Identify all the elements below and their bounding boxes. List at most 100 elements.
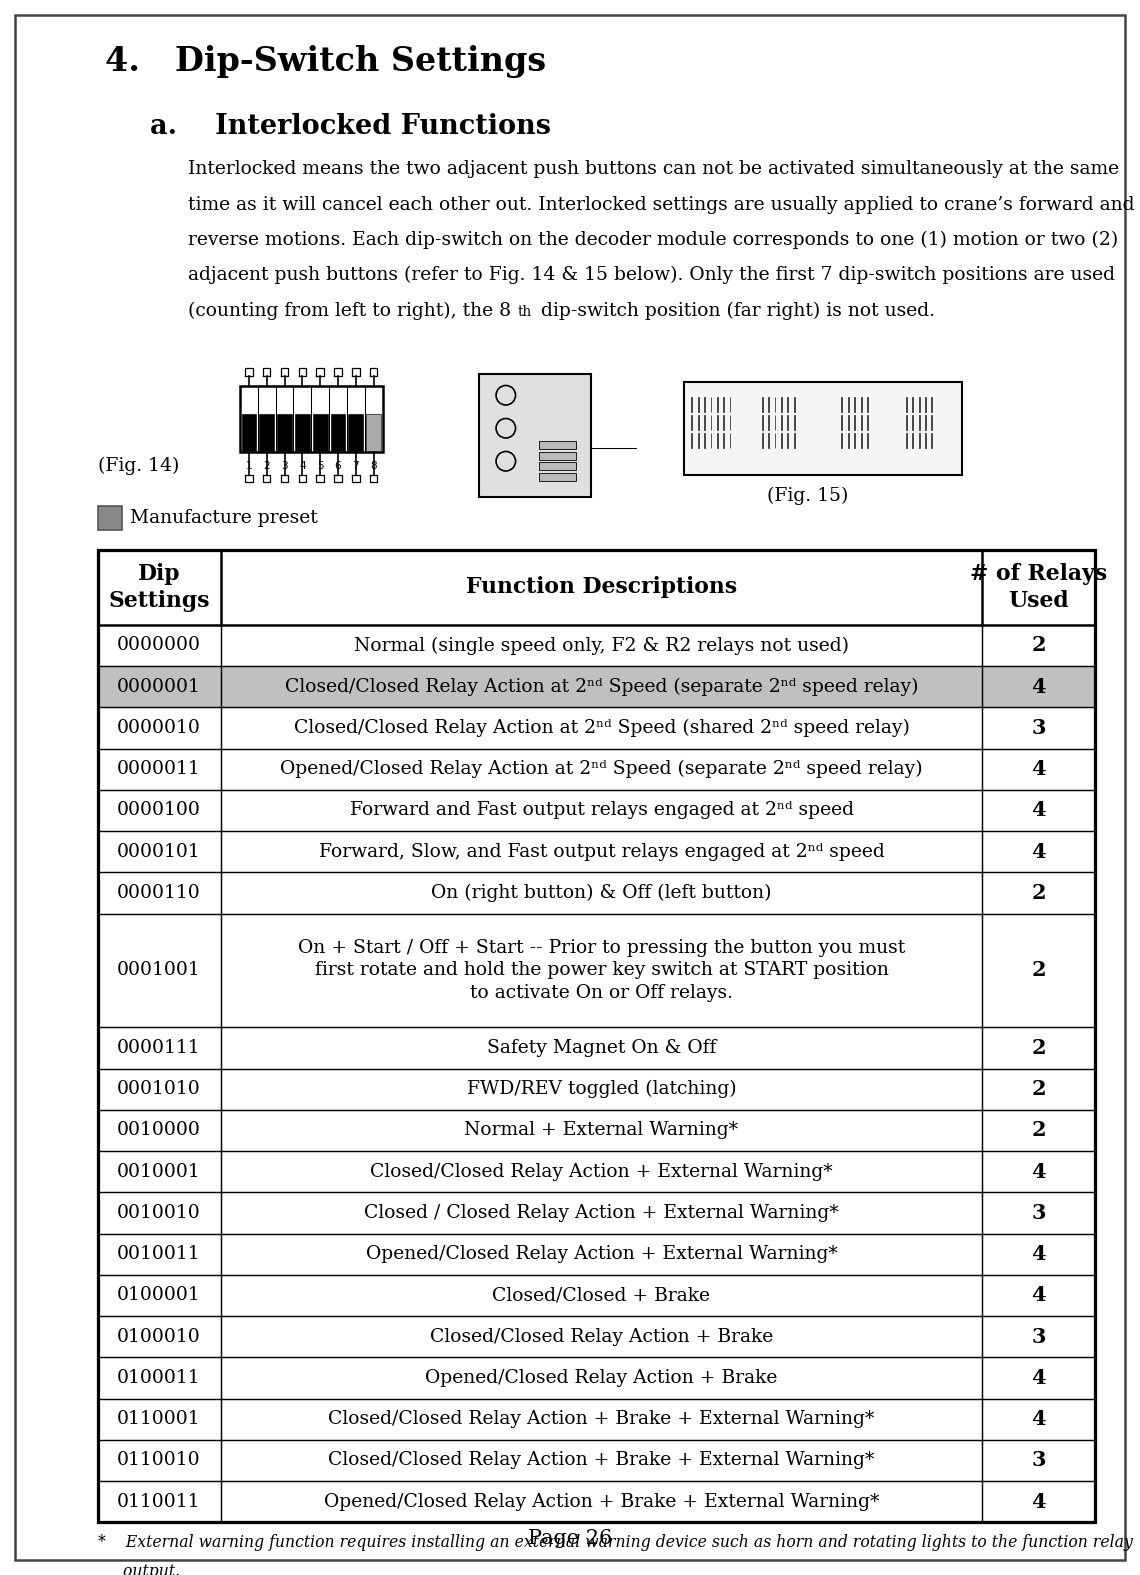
Text: 5: 5 [317, 461, 324, 471]
Bar [539, 452, 577, 460]
Bar [366, 414, 381, 450]
Bar [539, 441, 577, 449]
Text: 0001001: 0001001 [117, 961, 201, 980]
Text: 2: 2 [1032, 1120, 1047, 1140]
Text: 4: 4 [1032, 1244, 1047, 1265]
Text: 1: 1 [245, 461, 252, 471]
Text: 2: 2 [1032, 884, 1047, 902]
Bar [98, 550, 1096, 625]
Text: 4.   Dip-Switch Settings: 4. Dip-Switch Settings [105, 46, 546, 79]
Text: output.: output. [98, 1562, 180, 1575]
Text: Forward and Fast output relays engaged at 2ⁿᵈ speed: Forward and Fast output relays engaged a… [350, 802, 854, 819]
Text: 0100010: 0100010 [117, 1328, 201, 1345]
Text: Dip
Settings: Dip Settings [108, 562, 210, 611]
Text: Closed / Closed Relay Action + External Warning*: Closed / Closed Relay Action + External … [364, 1203, 839, 1222]
Text: 6: 6 [335, 461, 341, 471]
Text: Closed/Closed + Brake: Closed/Closed + Brake [492, 1287, 710, 1304]
Text: 2: 2 [1032, 635, 1047, 655]
Text: 2: 2 [263, 461, 270, 471]
Text: (Fig. 14): (Fig. 14) [98, 457, 179, 476]
Bar [539, 461, 577, 471]
Text: (Fig. 15): (Fig. 15) [767, 487, 848, 506]
Text: Manufacture preset: Manufacture preset [130, 509, 318, 528]
Text: 4: 4 [1032, 1285, 1047, 1306]
Text: *    External warning function requires installing an external warning device su: * External warning function requires ins… [98, 1534, 1132, 1551]
Bar [241, 386, 383, 452]
Bar [98, 1027, 1096, 1068]
Text: Page 26: Page 26 [528, 1529, 612, 1548]
Text: Closed/Closed Relay Action + Brake + External Warning*: Closed/Closed Relay Action + Brake + Ext… [328, 1452, 874, 1469]
Text: 0010011: 0010011 [117, 1246, 201, 1263]
Text: Forward, Slow, and Fast output relays engaged at 2ⁿᵈ speed: Forward, Slow, and Fast output relays en… [318, 843, 885, 860]
Text: On (right button) & Off (left button): On (right button) & Off (left button) [431, 884, 772, 902]
Bar [479, 375, 592, 498]
Bar [242, 414, 256, 450]
Bar [98, 1399, 1096, 1440]
Text: 8: 8 [370, 461, 377, 471]
Text: 4: 4 [1032, 1369, 1047, 1388]
Text: Opened/Closed Relay Action + Brake: Opened/Closed Relay Action + Brake [425, 1369, 777, 1388]
Text: 2: 2 [1032, 1038, 1047, 1058]
Text: Closed/Closed Relay Action at 2ⁿᵈ Speed (shared 2ⁿᵈ speed relay): Closed/Closed Relay Action at 2ⁿᵈ Speed … [294, 718, 910, 737]
Bar [259, 414, 274, 450]
Text: 3: 3 [1032, 1203, 1047, 1222]
Text: a.    Interlocked Functions: a. Interlocked Functions [150, 112, 551, 140]
Text: 4: 4 [1032, 759, 1047, 780]
Text: 3: 3 [1032, 1326, 1047, 1347]
Bar [98, 1480, 1096, 1523]
Text: Function Descriptions: Function Descriptions [466, 576, 738, 598]
Bar [98, 625, 1096, 666]
Text: Opened/Closed Relay Action at 2ⁿᵈ Speed (separate 2ⁿᵈ speed relay): Opened/Closed Relay Action at 2ⁿᵈ Speed … [280, 761, 922, 778]
Text: 2: 2 [1032, 961, 1047, 980]
Text: 4: 4 [1032, 841, 1047, 862]
Text: 0000111: 0000111 [117, 1040, 201, 1057]
Text: Opened/Closed Relay Action + External Warning*: Opened/Closed Relay Action + External Wa… [366, 1246, 838, 1263]
Text: 4: 4 [1032, 1492, 1047, 1512]
Text: (counting from left to right), the 8: (counting from left to right), the 8 [187, 301, 511, 320]
Text: On + Start / Off + Start -- Prior to pressing the button you must
first rotate a: On + Start / Off + Start -- Prior to pre… [298, 939, 905, 1002]
Bar [295, 414, 310, 450]
Text: Safety Magnet On & Off: Safety Magnet On & Off [487, 1040, 716, 1057]
Bar [312, 414, 327, 450]
Bar [98, 1192, 1096, 1233]
Bar [277, 414, 292, 450]
Bar [98, 748, 1096, 789]
Bar [539, 472, 577, 480]
Text: th: th [518, 306, 531, 320]
Bar [98, 1068, 1096, 1110]
Bar [98, 873, 1096, 913]
Text: 3: 3 [1032, 718, 1047, 737]
Text: 0000101: 0000101 [117, 843, 201, 860]
Bar [98, 832, 1096, 873]
Text: adjacent push buttons (refer to Fig. 14 & 15 below). Only the first 7 dip-switch: adjacent push buttons (refer to Fig. 14 … [187, 266, 1115, 285]
Bar [684, 381, 961, 474]
Text: 0110001: 0110001 [117, 1410, 201, 1429]
Text: 4: 4 [1032, 800, 1047, 821]
Bar [349, 414, 364, 450]
Text: FWD/REV toggled (latching): FWD/REV toggled (latching) [466, 1080, 736, 1098]
Text: 2: 2 [1032, 1079, 1047, 1099]
Text: time as it will cancel each other out. Interlocked settings are usually applied : time as it will cancel each other out. I… [187, 195, 1134, 214]
Text: 4: 4 [1032, 1162, 1047, 1181]
Bar [98, 1317, 1096, 1358]
Text: Normal (single speed only, F2 & R2 relays not used): Normal (single speed only, F2 & R2 relay… [355, 636, 849, 655]
Bar [98, 1358, 1096, 1399]
Text: 4: 4 [1032, 677, 1047, 696]
Text: 0010000: 0010000 [117, 1121, 201, 1139]
Text: 0010001: 0010001 [117, 1162, 201, 1181]
Bar [98, 1440, 1096, 1480]
Text: 0000000: 0000000 [117, 636, 201, 654]
Bar [98, 1110, 1096, 1151]
Text: 4: 4 [1032, 1410, 1047, 1429]
Text: 3: 3 [1032, 1451, 1047, 1471]
Text: 4: 4 [299, 461, 306, 471]
Text: reverse motions. Each dip-switch on the decoder module corresponds to one (1) mo: reverse motions. Each dip-switch on the … [187, 232, 1117, 249]
Text: dip-switch position (far right) is not used.: dip-switch position (far right) is not u… [536, 301, 936, 320]
Bar [331, 414, 345, 450]
Text: Normal + External Warning*: Normal + External Warning* [464, 1121, 739, 1139]
Bar [98, 707, 1096, 748]
Text: Closed/Closed Relay Action + External Warning*: Closed/Closed Relay Action + External Wa… [370, 1162, 833, 1181]
Bar [98, 1151, 1096, 1192]
Text: 0000001: 0000001 [117, 677, 201, 696]
Bar [98, 506, 122, 531]
